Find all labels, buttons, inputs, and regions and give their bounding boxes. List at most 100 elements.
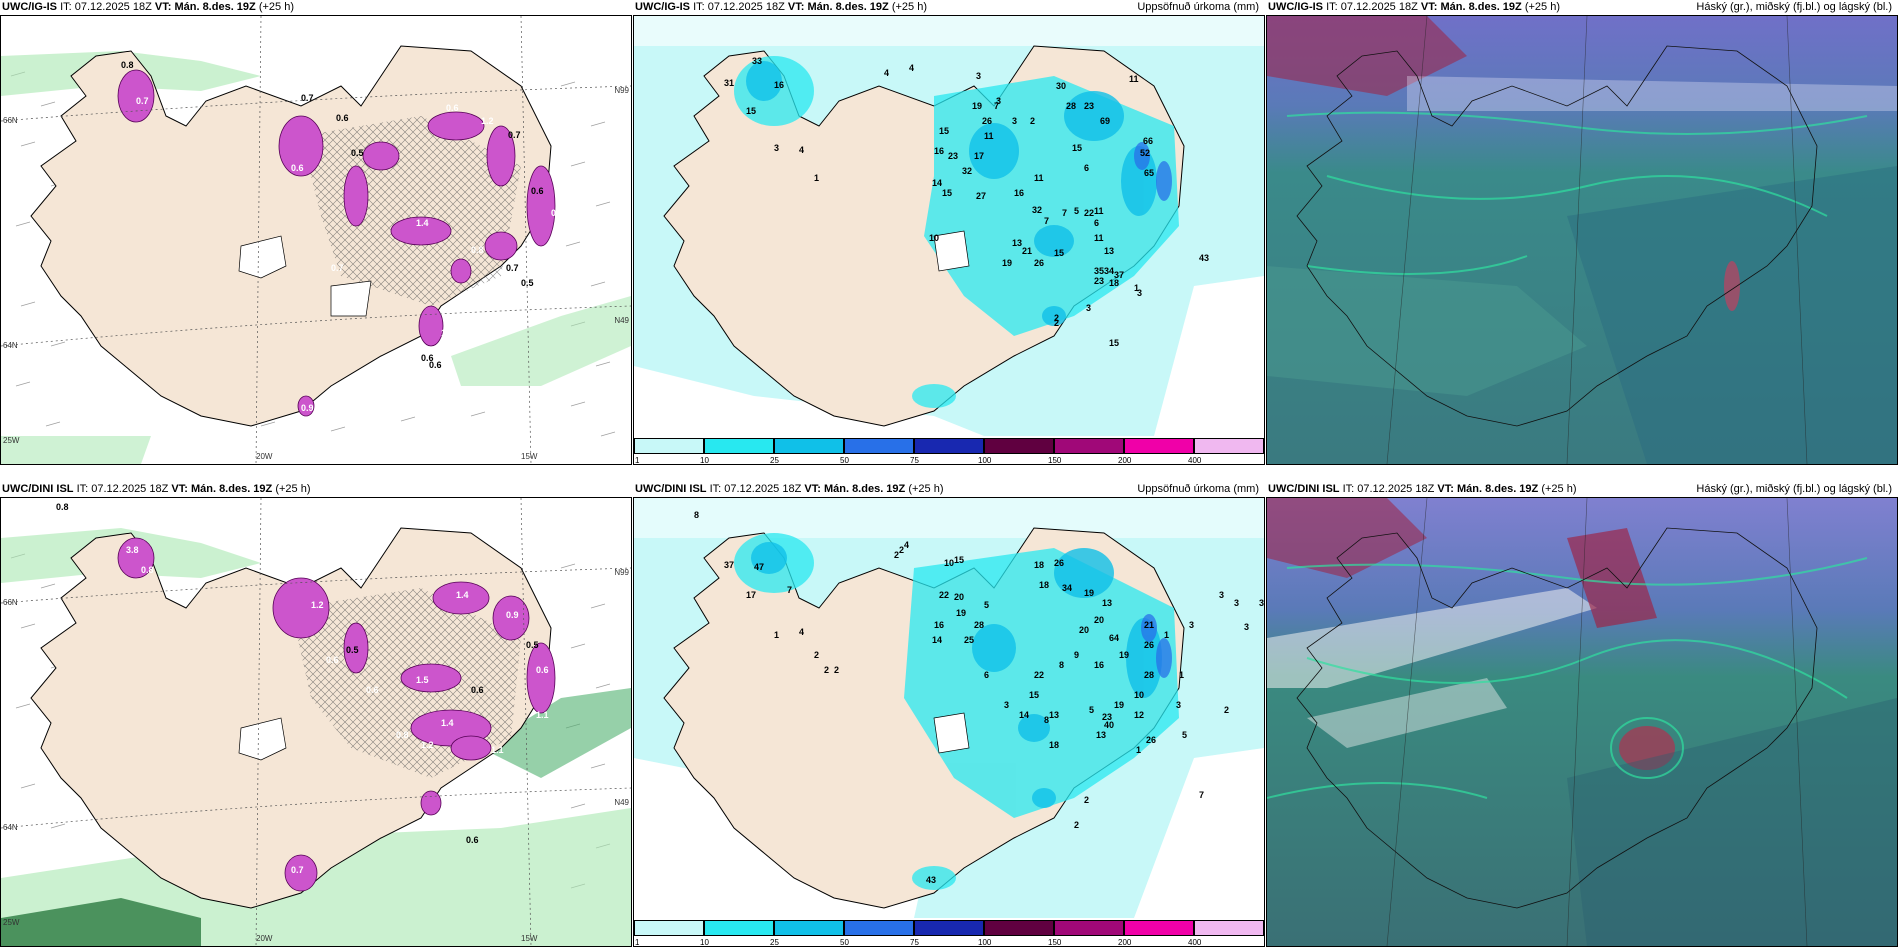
accum-value-label: 7 xyxy=(1044,216,1049,226)
product-title: Uppsöfnuð úrkoma (mm) xyxy=(1137,483,1259,495)
value-label: 0.6 xyxy=(366,685,379,695)
accum-value-label: 14 xyxy=(1019,710,1029,720)
value-label: 0.6 xyxy=(466,835,479,845)
lead-time: (+25 h) xyxy=(891,1,927,13)
accum-value-label: 2 xyxy=(824,665,829,675)
init-time: 07.12.2025 18Z xyxy=(1357,483,1435,495)
accum-value-label: 19 xyxy=(1114,700,1124,710)
colorbar-tick: 100 xyxy=(978,456,992,465)
accum-value-label: 16 xyxy=(1094,660,1104,670)
model-name: UWC/IG-IS xyxy=(1268,1,1323,13)
accum-value-label: 11 xyxy=(984,131,994,141)
value-label: 0.6 xyxy=(446,103,459,113)
accum-value-label: 26 xyxy=(1144,640,1154,650)
accum-value-label: 52 xyxy=(1140,148,1150,158)
accum-value-label: 21 xyxy=(1144,620,1154,630)
value-label: 0.6 xyxy=(429,360,442,370)
vt-label: VT: xyxy=(1437,483,1454,495)
accum-value-label: 37 xyxy=(724,560,734,570)
accum-value-label: 4 xyxy=(904,540,909,550)
accum-value-label: 5 xyxy=(984,600,989,610)
cloud-map-svg xyxy=(1267,16,1897,464)
accum-value-label: 3 xyxy=(1004,700,1009,710)
value-label: 0.9 xyxy=(506,610,519,620)
precip-type-map-svg: 0.8 3.8 1.2 0.5 1.4 0.5 0.6 1.5 1.4 0.6 … xyxy=(1,498,631,946)
colorbar-swatch xyxy=(634,920,704,936)
lead-time: (+25 h) xyxy=(1524,1,1560,13)
accum-value-label: 26 xyxy=(982,116,992,126)
accum-value-label: 32 xyxy=(1032,205,1042,215)
dini-cloud-map xyxy=(1266,497,1898,947)
value-label: 1.2 xyxy=(311,600,324,610)
accum-value-label: 18 xyxy=(1039,580,1049,590)
accum-value-label: 1 xyxy=(1136,745,1141,755)
accum-value-label: 19 xyxy=(1084,588,1094,598)
accum-value-label: 2 xyxy=(899,545,904,555)
value-label: 0.8 xyxy=(471,245,484,255)
colorbar-swatch xyxy=(704,920,774,936)
colorbar-tick: 25 xyxy=(770,456,779,465)
lat-tick: N99 xyxy=(614,568,629,577)
colorbar-swatch xyxy=(774,920,844,936)
lead-time: (+25 h) xyxy=(275,483,311,495)
accum-value-label: 3 xyxy=(1219,590,1224,600)
value-label: 0.8 xyxy=(396,730,409,740)
colorbar-tick: 50 xyxy=(840,938,849,947)
accum-value-label: 3 xyxy=(1086,303,1091,313)
colorbar-swatch xyxy=(914,920,984,936)
colorbar-swatch xyxy=(844,438,914,454)
valid-time: Mán. 8.des. 19Z xyxy=(1440,1,1522,13)
precip-colorbar: 1 10 25 50 75 100 150 200 400 xyxy=(634,918,1264,946)
accum-value-label: 69 xyxy=(1100,116,1110,126)
value-label: 0.6 xyxy=(471,685,484,695)
accum-value-label: 2 xyxy=(1054,318,1059,328)
accum-value-label: 37 xyxy=(1114,270,1124,280)
lat-tick: N49 xyxy=(614,316,629,325)
snow-areas xyxy=(117,69,556,417)
accum-value-label: 3 xyxy=(1012,116,1017,126)
dini-precip-type-map: 0.8 3.8 1.2 0.5 1.4 0.5 0.6 1.5 1.4 0.6 … xyxy=(0,497,632,947)
vt-label: VT: xyxy=(787,1,805,13)
value-label: 0.6 xyxy=(326,655,339,665)
value-label: 3.8 xyxy=(126,545,139,555)
accum-value-label: 3 xyxy=(1244,622,1249,632)
accum-value-label: 28 xyxy=(1144,670,1154,680)
accum-value-label: 13 xyxy=(1012,238,1022,248)
accum-value-label: 2 xyxy=(1084,795,1089,805)
accum-value-label: 6 xyxy=(1084,163,1089,173)
value-label: 1.2 xyxy=(481,116,494,126)
accum-value-label: 66 xyxy=(1143,136,1153,146)
accum-value-label: 10 xyxy=(944,558,954,568)
accum-value-label: 6 xyxy=(1094,218,1099,228)
cloud-map-svg xyxy=(1267,498,1897,946)
colorbar-tick: 200 xyxy=(1118,938,1132,947)
accum-value-label: 2 xyxy=(1054,313,1059,323)
accum-value-label: 47 xyxy=(754,562,764,572)
accum-value-label: 15 xyxy=(746,106,756,116)
lat-tick: 66N xyxy=(3,116,18,125)
lat-tick: 64N xyxy=(3,341,18,350)
value-label: 0.5 xyxy=(521,278,534,288)
accum-value-label: 3 xyxy=(774,143,779,153)
colorbar-tick: 150 xyxy=(1048,456,1062,465)
precip-colorbar: 1 10 25 50 75 100 150 200 400 xyxy=(634,436,1264,464)
product-title: Háský (gr.), miðský (fj.bl.) og lágský (… xyxy=(1696,1,1892,13)
accum-value-label: 11 xyxy=(1129,74,1139,84)
accum-value-label: 15 xyxy=(1072,143,1082,153)
accum-value-label: 13 xyxy=(1104,246,1114,256)
accum-value-label: 18 xyxy=(1034,560,1044,570)
value-label: 0.5 xyxy=(346,645,359,655)
lon-tick: 20W xyxy=(256,934,273,943)
it-label: IT: xyxy=(60,1,72,13)
accum-value-label: 33 xyxy=(752,56,762,66)
precip-type-map-svg: 0.8 0.7 0.6 0.6 1.2 0.7 0.5 0.6 0.8 1.4 … xyxy=(1,16,631,464)
accum-value-label: 7 xyxy=(994,101,999,111)
value-label: 0.8 xyxy=(141,565,154,575)
accum-value-label: 19 xyxy=(1002,258,1012,268)
accum-value-label: 17 xyxy=(746,590,756,600)
colorbar-tick: 75 xyxy=(910,456,919,465)
accum-value-label: 16 xyxy=(934,620,944,630)
it-label: IT: xyxy=(76,483,89,495)
